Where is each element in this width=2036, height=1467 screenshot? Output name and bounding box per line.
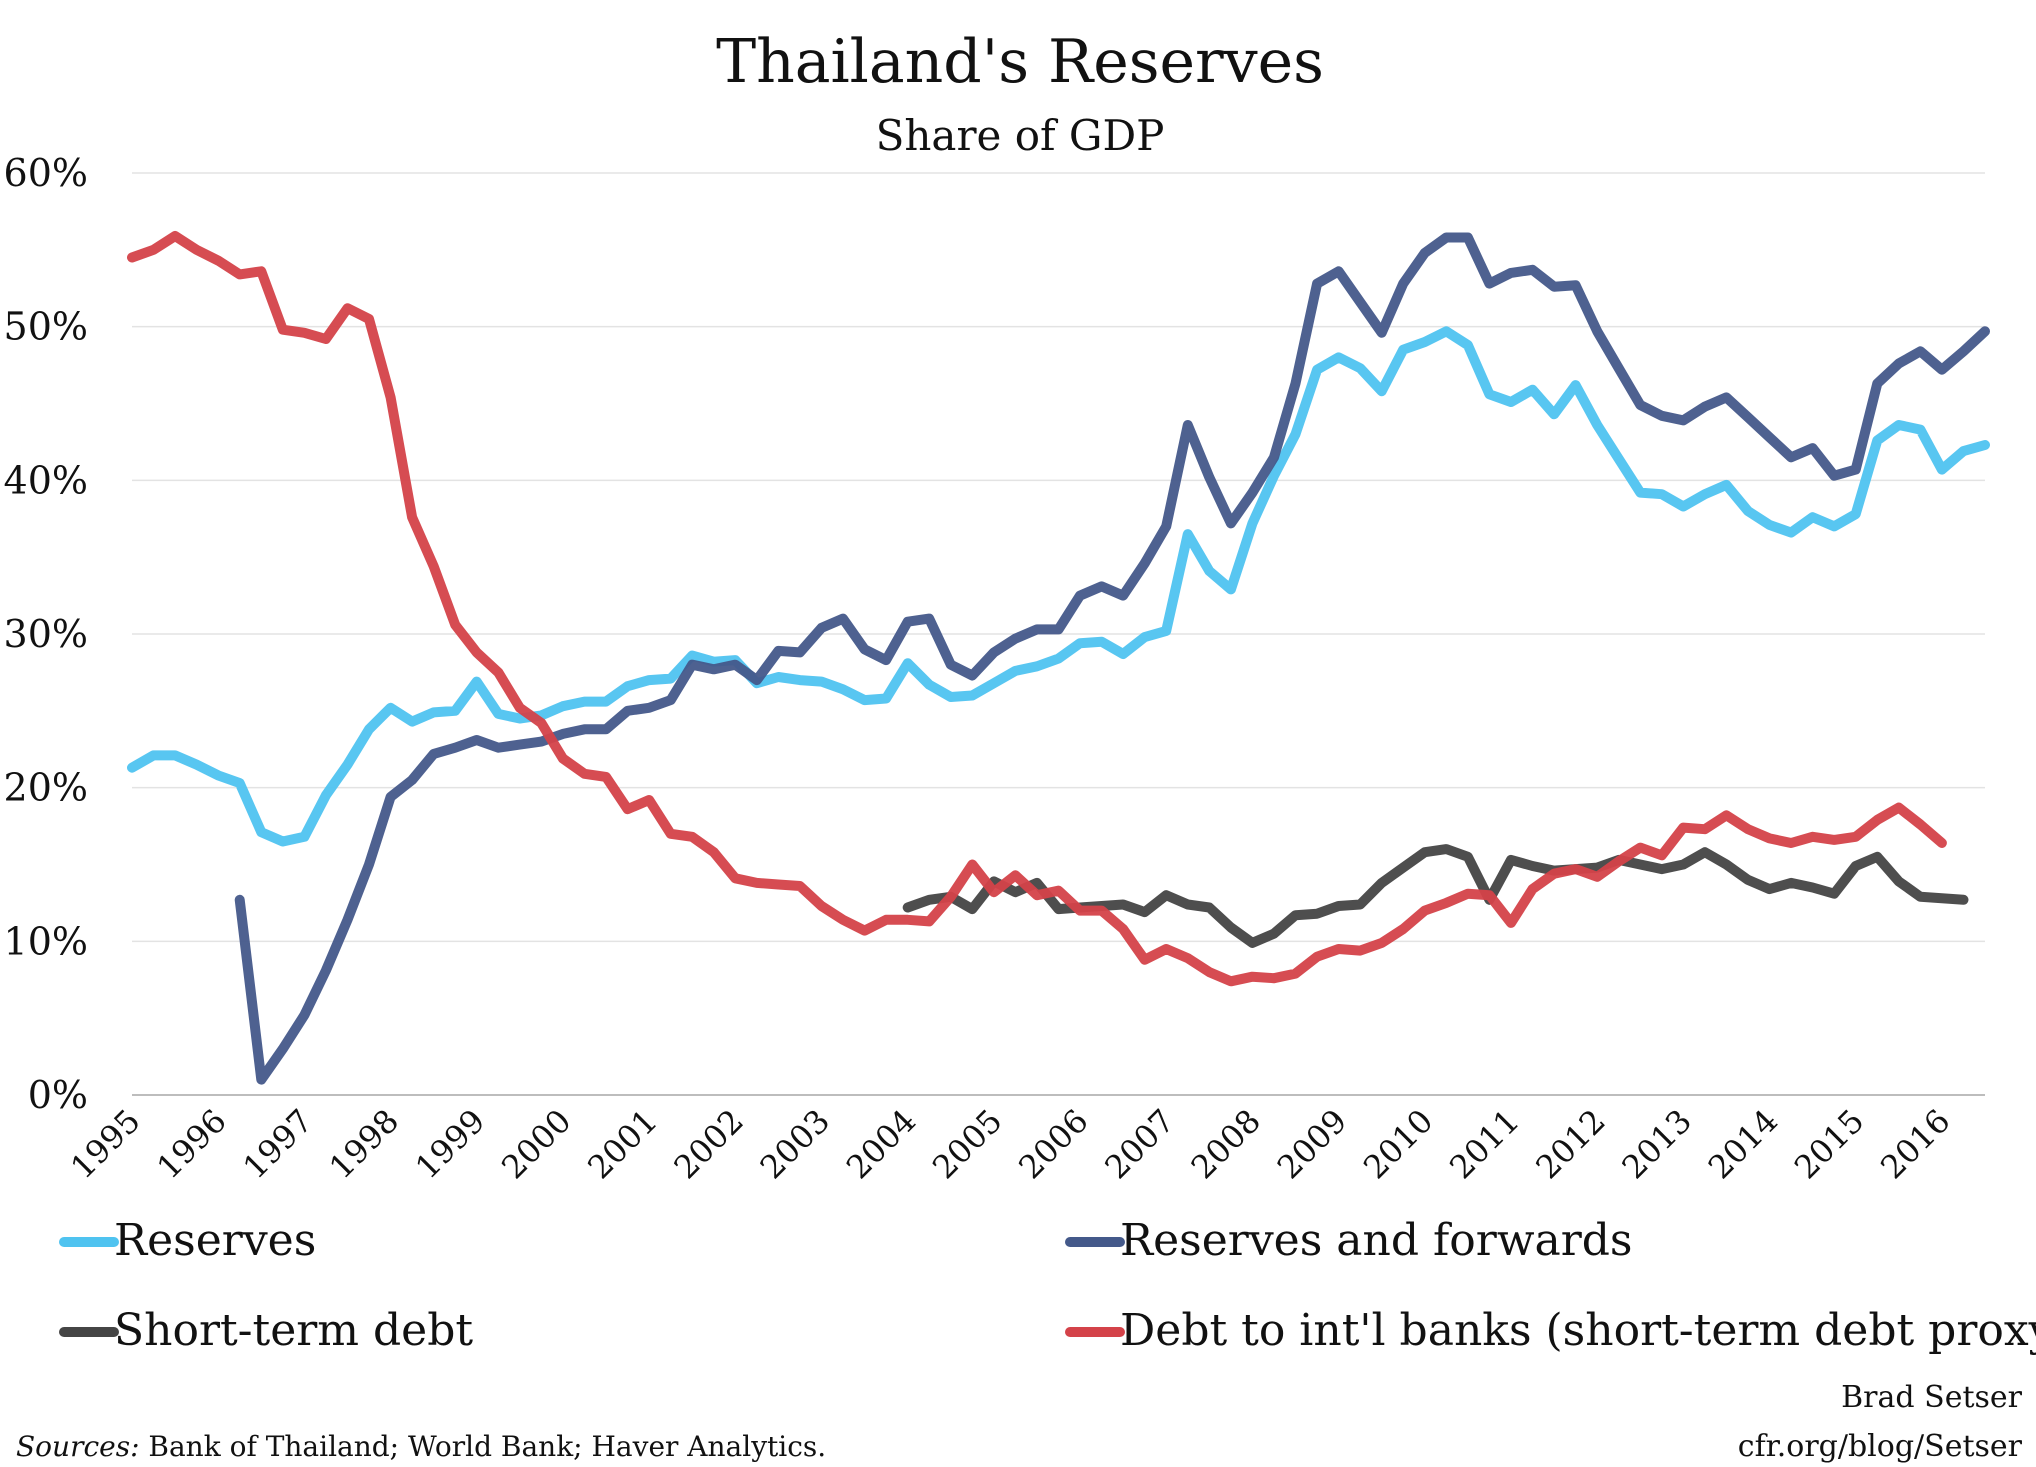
chart-subtitle: Share of GDP xyxy=(876,111,1165,160)
x-tick-label: 2007 xyxy=(1097,1102,1181,1186)
x-tick-label: 2002 xyxy=(667,1102,751,1186)
x-tick-label: 2008 xyxy=(1184,1102,1268,1186)
x-tick-label: 2012 xyxy=(1528,1102,1612,1186)
y-axis-ticks: 0% 10% 20% 30% 40% 50% 60% xyxy=(4,151,88,1117)
sources-text: Bank of Thailand; World Bank; Haver Anal… xyxy=(140,1430,827,1463)
x-tick-label: 1997 xyxy=(236,1102,320,1186)
x-tick-label: 1996 xyxy=(149,1102,233,1186)
legend: Reserves Reserves and forwards Short-term … xyxy=(59,1215,2036,1356)
x-tick-label: 2013 xyxy=(1615,1102,1699,1186)
x-axis-ticks: 1995 1996 1997 1998 1999 2000 2001 2002 2003 2004… xyxy=(63,1102,1957,1186)
sources-label: Sources: xyxy=(16,1430,140,1463)
series-line-debt-to-int-l-banks-short-term-debt-proxy xyxy=(127,231,1947,987)
series-line-reserves xyxy=(127,326,1990,847)
sources-note: Sources: Bank of Thailand; World Bank; H… xyxy=(16,1430,826,1463)
chart-title: Thailand's Reserves xyxy=(716,27,1324,97)
x-tick-label: 2014 xyxy=(1701,1102,1785,1186)
x-tick-label: 2003 xyxy=(753,1102,837,1186)
x-tick-label: 1998 xyxy=(322,1102,406,1186)
x-tick-label: 2000 xyxy=(494,1102,578,1186)
x-tick-label: 2016 xyxy=(1873,1102,1957,1186)
y-tick-label: 20% xyxy=(4,766,88,810)
y-tick-label: 0% xyxy=(28,1073,88,1117)
x-tick-label: 2001 xyxy=(580,1102,664,1186)
series-lines xyxy=(127,231,1990,1085)
x-tick-label: 2010 xyxy=(1356,1102,1440,1186)
x-tick-label: 2015 xyxy=(1787,1102,1871,1186)
x-tick-label: 1999 xyxy=(408,1102,492,1186)
legend-label: Debt to int'l banks (short-term debt pro… xyxy=(1120,1305,2036,1356)
x-tick-label: 2011 xyxy=(1442,1102,1526,1186)
y-tick-label: 60% xyxy=(4,151,88,195)
legend-label: Reserves xyxy=(114,1215,316,1266)
x-tick-label: 2004 xyxy=(839,1102,923,1186)
y-tick-label: 30% xyxy=(4,612,88,656)
credit-author: Brad Setser xyxy=(1841,1380,2023,1415)
series-line-reserves-and-forwards xyxy=(234,232,1990,1085)
x-tick-label: 2009 xyxy=(1270,1102,1354,1186)
legend-label: Short-term debt xyxy=(114,1305,473,1356)
legend-label: Reserves and forwards xyxy=(1120,1215,1633,1266)
y-tick-label: 40% xyxy=(4,458,88,502)
x-tick-label: 2005 xyxy=(925,1102,1009,1186)
y-tick-label: 10% xyxy=(4,919,88,963)
y-tick-label: 50% xyxy=(4,305,88,349)
credit-url: cfr.org/blog/Setser xyxy=(1738,1429,2023,1464)
x-tick-label: 2006 xyxy=(1011,1102,1095,1186)
